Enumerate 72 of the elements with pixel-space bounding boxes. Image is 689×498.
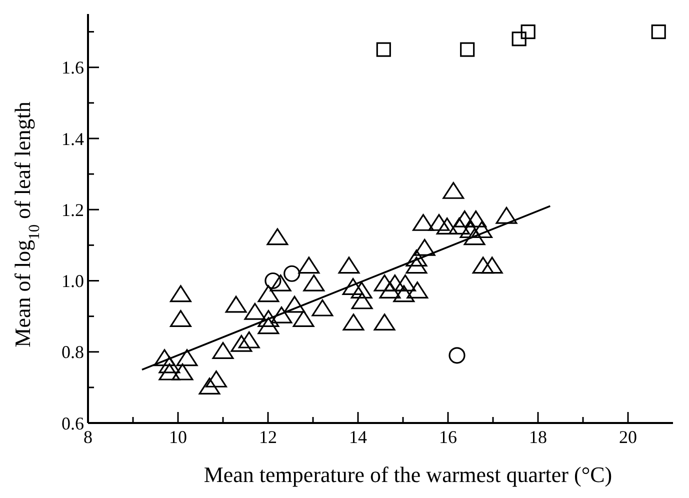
point (270, 306, 292, 324)
point (406, 250, 428, 266)
point (442, 182, 464, 199)
point (270, 274, 292, 292)
point (212, 342, 234, 359)
x-tick-label: 12 (259, 427, 277, 447)
point (172, 363, 194, 380)
point (520, 24, 536, 40)
point (154, 349, 176, 366)
point (394, 274, 416, 292)
point (496, 206, 518, 224)
point (303, 274, 325, 292)
point (465, 210, 487, 228)
x-tick-label: 14 (349, 427, 367, 447)
point (258, 285, 280, 302)
point (198, 378, 220, 395)
point (284, 265, 300, 282)
point (284, 296, 306, 313)
point (338, 256, 360, 274)
point (292, 310, 314, 327)
y-tick-label: 0.8 (62, 342, 84, 362)
point (312, 299, 334, 316)
point (170, 285, 192, 302)
point (258, 310, 280, 327)
point (379, 282, 401, 299)
point (651, 24, 666, 40)
y-tick-label: 1.4 (62, 128, 84, 149)
point (384, 274, 406, 292)
point (481, 256, 503, 274)
point (454, 210, 476, 228)
point (376, 42, 391, 57)
point (206, 370, 227, 388)
x-tick-label: 20 (619, 427, 637, 447)
point (298, 256, 320, 274)
point (460, 42, 475, 57)
point (436, 218, 458, 234)
point (170, 310, 192, 327)
point (412, 214, 434, 231)
point (472, 256, 494, 274)
point (448, 218, 470, 234)
y-tick-label: 1.6 (62, 58, 84, 78)
point (158, 356, 180, 374)
point (512, 32, 526, 46)
point (428, 214, 450, 231)
x-tick-label: 16 (439, 427, 457, 447)
point (374, 274, 396, 292)
point (374, 314, 396, 331)
point (225, 296, 247, 313)
y-tick-label: 1.0 (62, 271, 84, 292)
point (350, 282, 372, 299)
point (258, 317, 280, 334)
point (238, 331, 260, 348)
point (414, 238, 436, 256)
point (342, 278, 364, 295)
point (406, 256, 428, 274)
point (351, 292, 373, 310)
y-tick-label: 0.6 (62, 413, 84, 434)
y-tick-label: 1.2 (62, 200, 84, 220)
point (176, 349, 198, 366)
point (471, 221, 492, 238)
point (266, 228, 288, 246)
x-tick-label: 18 (529, 427, 547, 447)
point (406, 282, 428, 299)
x-tick-label: 10 (169, 427, 187, 447)
point (158, 363, 180, 380)
point (244, 302, 266, 320)
point (342, 314, 364, 331)
point (464, 228, 486, 246)
point (230, 334, 252, 352)
x-tick-label: 8 (84, 427, 92, 447)
x-axis-title: Mean temperature of the warmest quarter (°C) (204, 462, 612, 487)
point (393, 285, 415, 302)
